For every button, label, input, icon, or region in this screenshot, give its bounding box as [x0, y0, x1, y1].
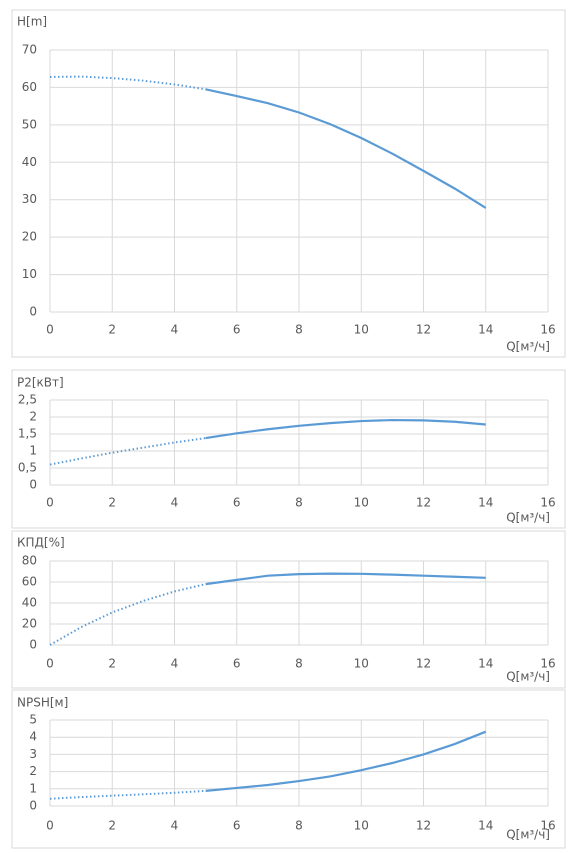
x-tick-label: 0 — [46, 496, 54, 510]
curve — [205, 572, 486, 586]
x-tick-label: 6 — [233, 657, 241, 671]
y-tick-label: 2,5 — [18, 393, 37, 407]
y-tick-label: 0 — [29, 638, 37, 652]
y-tick-label: 60 — [22, 80, 37, 94]
y-tick-label: 40 — [22, 155, 37, 169]
panel — [11, 369, 566, 529]
x-tick-label: 12 — [416, 657, 431, 671]
y-tick-label: 1,5 — [18, 427, 37, 441]
y-tick-label: 0 — [29, 305, 37, 319]
x-axis-title: Q[м³/ч] — [506, 340, 550, 354]
y-axis-title: КПД[%] — [17, 536, 65, 550]
x-tick-label: 0 — [46, 819, 54, 833]
x-tick-label: 6 — [233, 819, 241, 833]
y-axis-title: H[m] — [17, 15, 47, 29]
x-tick-label: 16 — [540, 496, 555, 510]
panel — [11, 689, 566, 849]
y-tick-label: 4 — [29, 730, 37, 744]
y-tick-label: 60 — [22, 575, 37, 589]
y-tick-label: 20 — [22, 230, 37, 244]
y-tick-label: 0 — [29, 478, 37, 492]
x-axis-title: Q[м³/ч] — [506, 511, 550, 525]
x-tick-label: 4 — [171, 657, 179, 671]
curve — [205, 730, 487, 792]
x-tick-label: 12 — [416, 323, 431, 337]
x-tick-label: 0 — [46, 323, 54, 337]
y-tick-label: 1 — [29, 444, 37, 458]
x-tick-label: 10 — [354, 819, 369, 833]
x-tick-label: 16 — [540, 819, 555, 833]
x-axis-title: Q[м³/ч] — [506, 670, 550, 684]
x-tick-label: 0 — [46, 657, 54, 671]
y-tick-label: 3 — [29, 747, 37, 761]
y-axis-title: P2[кВт] — [17, 376, 64, 390]
x-tick-label: 10 — [354, 657, 369, 671]
y-tick-label: 70 — [22, 43, 37, 57]
x-tick-label: 14 — [478, 323, 493, 337]
x-tick-label: 12 — [416, 496, 431, 510]
panel — [11, 9, 566, 358]
curve — [205, 88, 487, 209]
y-axis-title: NPSH[м] — [17, 696, 68, 710]
panel — [11, 530, 566, 689]
y-tick-label: 30 — [22, 192, 37, 206]
x-tick-label: 4 — [171, 323, 179, 337]
y-tick-label: 2 — [29, 764, 37, 778]
y-tick-label: 10 — [22, 267, 37, 281]
curve — [205, 418, 486, 440]
y-tick-label: 0,5 — [18, 461, 37, 475]
y-tick-label: 2 — [29, 410, 37, 424]
x-tick-label: 2 — [108, 496, 116, 510]
x-axis-title: Q[м³/ч] — [506, 828, 550, 842]
curve — [49, 583, 206, 646]
x-tick-label: 14 — [478, 496, 493, 510]
y-tick-label: 1 — [29, 781, 37, 795]
y-tick-label: 50 — [22, 117, 37, 131]
x-tick-label: 12 — [416, 819, 431, 833]
x-tick-label: 2 — [108, 657, 116, 671]
x-tick-label: 16 — [540, 657, 555, 671]
x-tick-label: 8 — [295, 496, 303, 510]
x-tick-label: 4 — [171, 819, 179, 833]
x-tick-label: 10 — [354, 496, 369, 510]
x-tick-label: 14 — [478, 819, 493, 833]
y-tick-label: 5 — [29, 713, 37, 727]
x-tick-label: 10 — [354, 323, 369, 337]
x-tick-label: 2 — [108, 323, 116, 337]
x-tick-label: 16 — [540, 323, 555, 337]
x-tick-label: 4 — [171, 496, 179, 510]
y-tick-label: 20 — [22, 617, 37, 631]
x-tick-label: 6 — [233, 323, 241, 337]
y-tick-label: 80 — [22, 554, 37, 568]
x-tick-label: 8 — [295, 819, 303, 833]
x-tick-label: 14 — [478, 657, 493, 671]
x-tick-label: 2 — [108, 819, 116, 833]
x-tick-label: 6 — [233, 496, 241, 510]
y-tick-label: 40 — [22, 596, 37, 610]
x-tick-label: 8 — [295, 323, 303, 337]
curve — [49, 789, 206, 800]
y-tick-label: 0 — [29, 799, 37, 813]
x-tick-label: 8 — [295, 657, 303, 671]
